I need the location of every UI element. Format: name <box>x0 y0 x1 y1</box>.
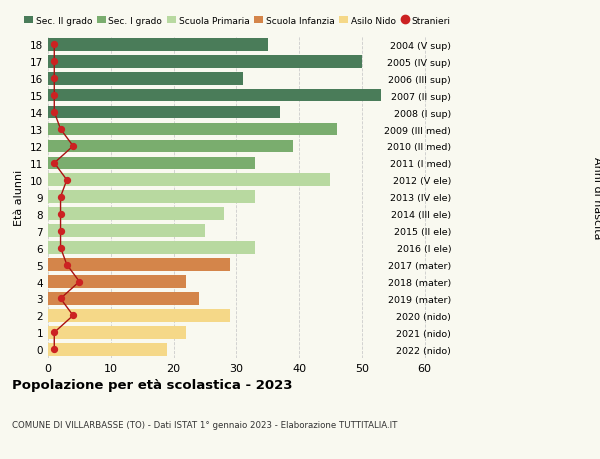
Bar <box>48 191 255 204</box>
Point <box>49 92 59 100</box>
Bar <box>48 309 230 322</box>
Bar <box>48 123 337 136</box>
Point <box>74 278 84 285</box>
Bar <box>48 106 280 119</box>
Text: Anni di nascita: Anni di nascita <box>592 156 600 239</box>
Point <box>49 346 59 353</box>
Text: COMUNE DI VILLARBASSE (TO) - Dati ISTAT 1° gennaio 2023 - Elaborazione TUTTITALI: COMUNE DI VILLARBASSE (TO) - Dati ISTAT … <box>12 420 397 429</box>
Bar <box>48 208 224 221</box>
Point <box>49 41 59 49</box>
Point <box>62 261 71 269</box>
Bar <box>48 242 255 254</box>
Point <box>49 329 59 336</box>
Bar <box>48 292 199 305</box>
Point <box>68 143 78 150</box>
Bar <box>48 90 380 102</box>
Bar <box>48 157 255 170</box>
Bar <box>48 275 186 288</box>
Point <box>62 177 71 184</box>
Text: Popolazione per età scolastica - 2023: Popolazione per età scolastica - 2023 <box>12 379 293 392</box>
Point <box>49 75 59 83</box>
Point <box>56 126 65 134</box>
Point <box>56 228 65 235</box>
Bar <box>48 140 293 153</box>
Bar <box>48 259 230 271</box>
Bar <box>48 326 186 339</box>
Bar <box>48 225 205 238</box>
Point <box>56 211 65 218</box>
Bar <box>48 56 362 68</box>
Point <box>56 295 65 302</box>
Point <box>49 58 59 66</box>
Bar <box>48 343 167 356</box>
Bar <box>48 73 242 85</box>
Point <box>49 109 59 117</box>
Legend: Sec. II grado, Sec. I grado, Scuola Primaria, Scuola Infanzia, Asilo Nido, Stran: Sec. II grado, Sec. I grado, Scuola Prim… <box>24 17 451 26</box>
Y-axis label: Età alunni: Età alunni <box>14 169 25 225</box>
Point <box>56 194 65 201</box>
Bar <box>48 174 331 187</box>
Point <box>68 312 78 319</box>
Point <box>56 245 65 252</box>
Bar <box>48 39 268 51</box>
Point <box>49 160 59 167</box>
